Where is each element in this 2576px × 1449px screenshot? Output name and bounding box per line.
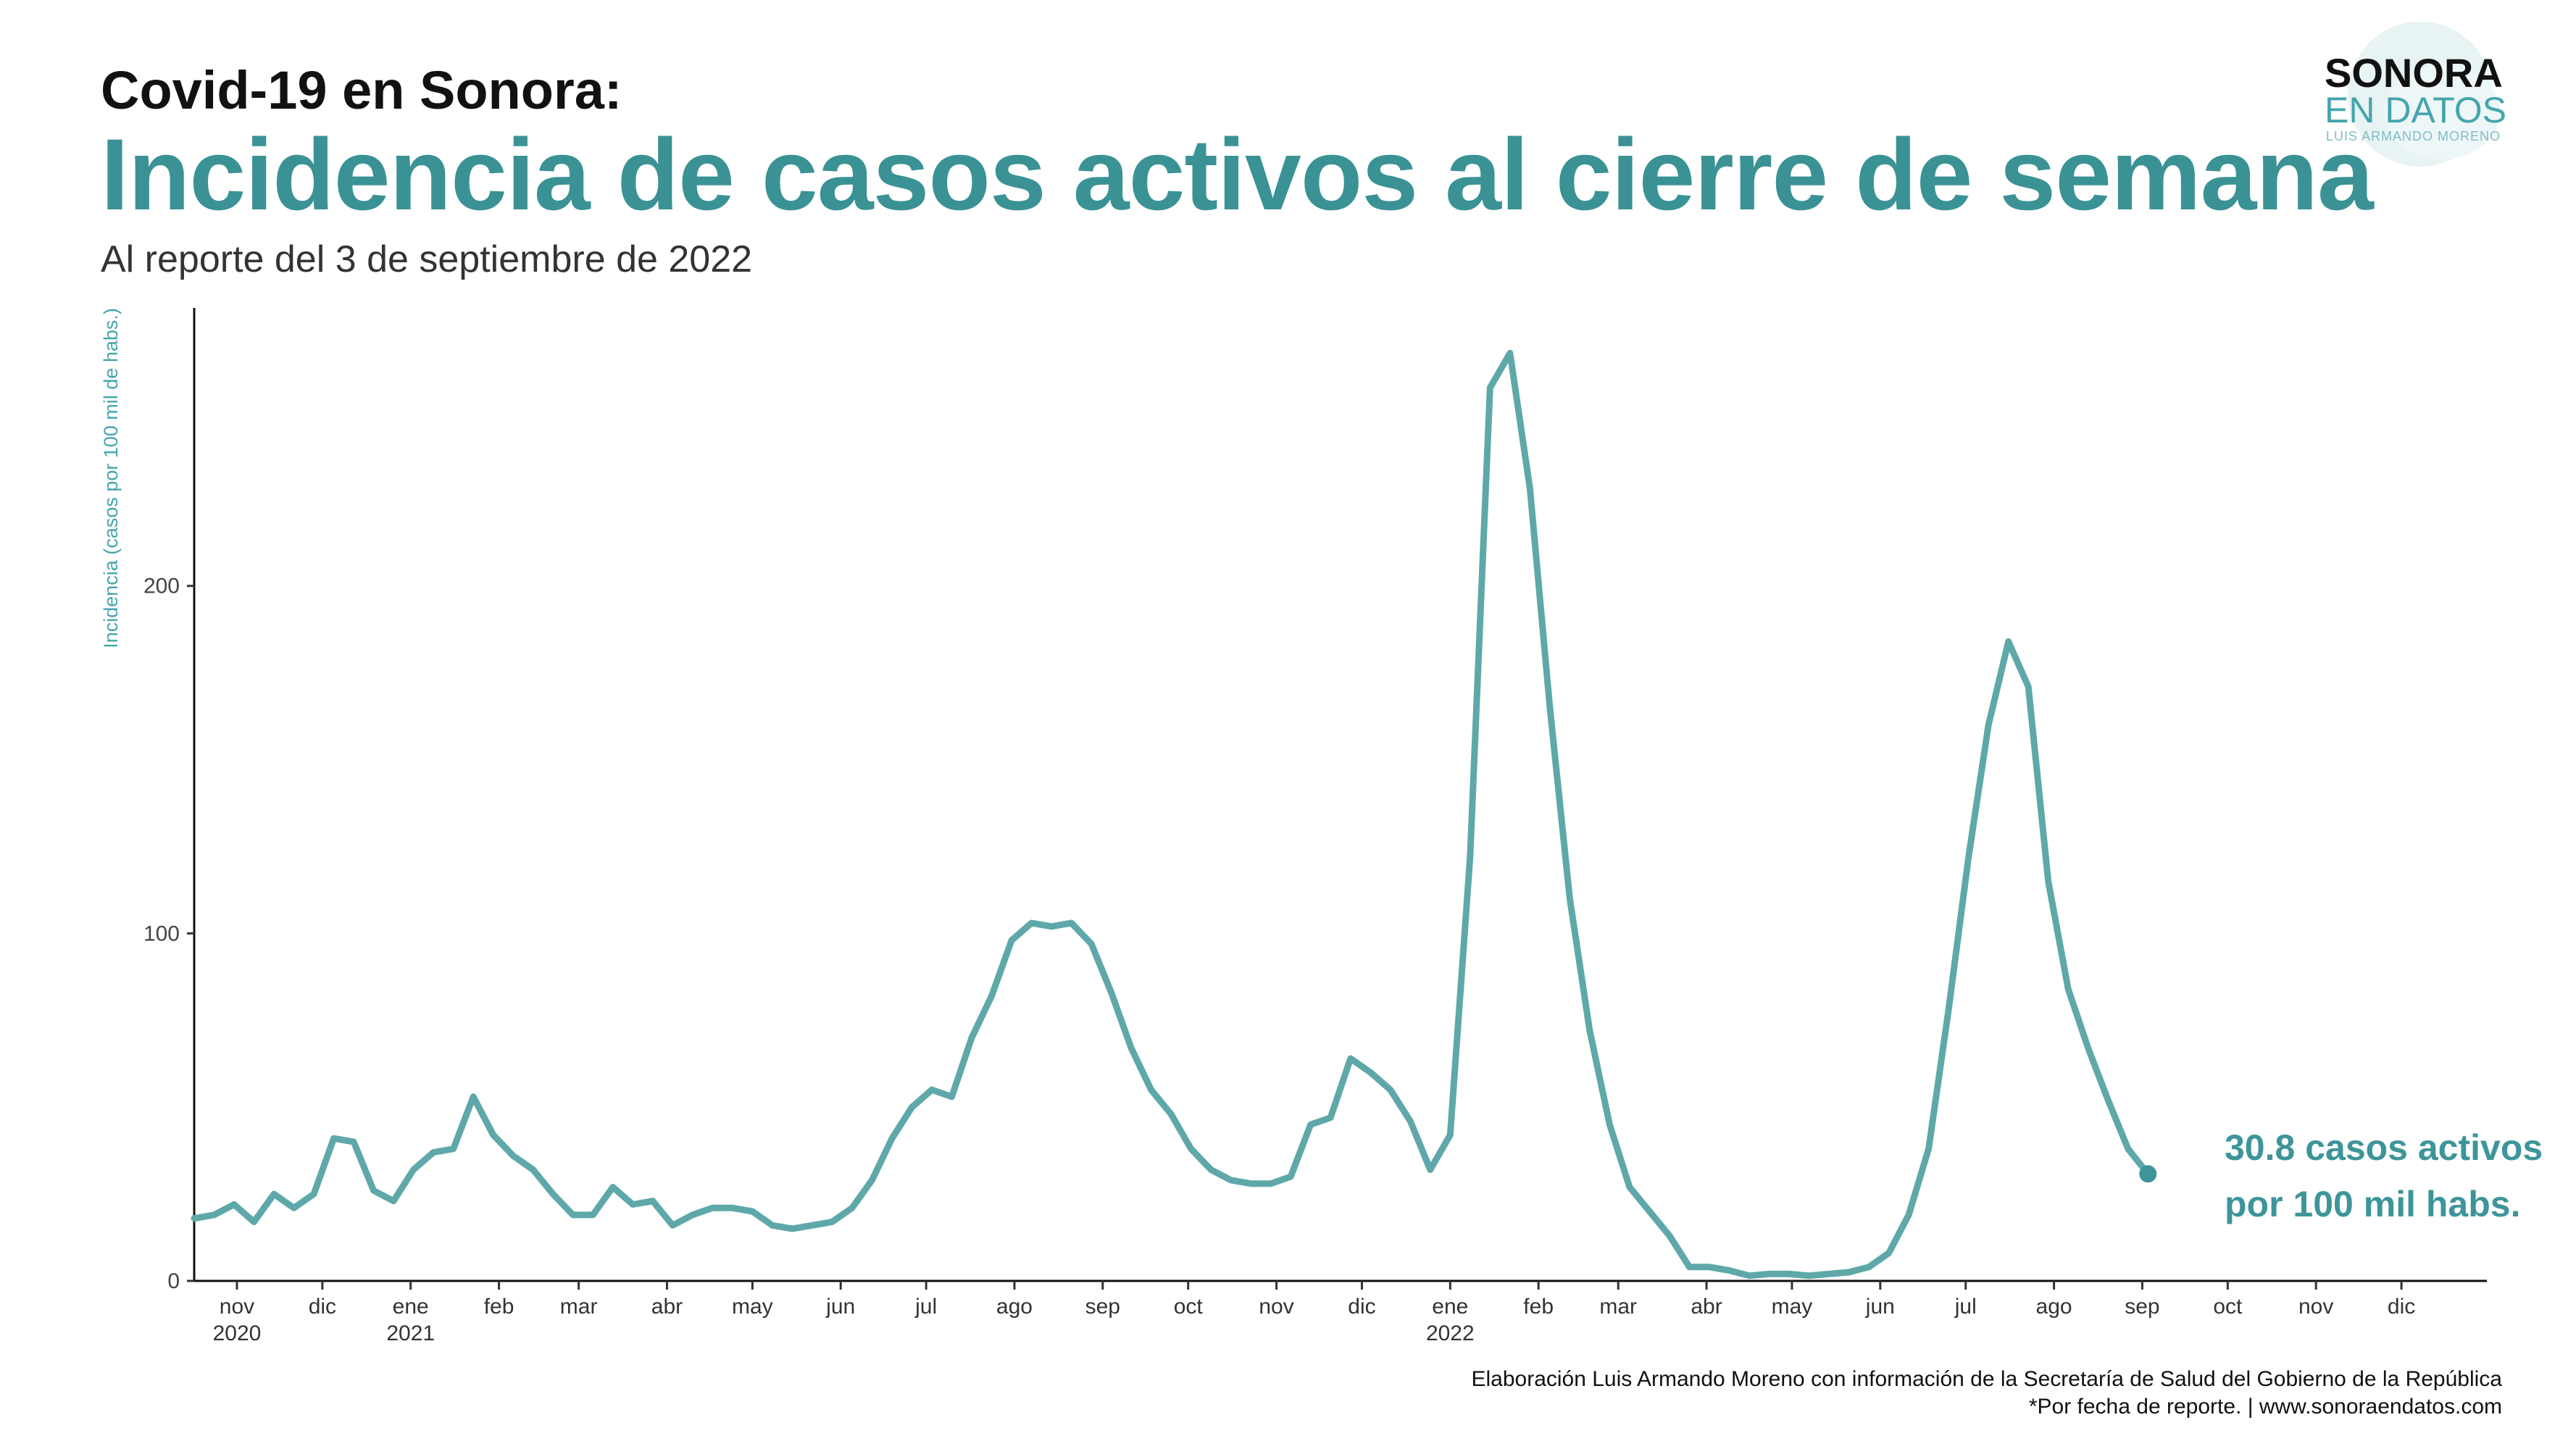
x-tick-label: nov xyxy=(1259,1295,1293,1319)
logo-text-en-datos: EN DATOS xyxy=(2325,90,2506,130)
x-tick-label: dic xyxy=(309,1295,336,1319)
logo-text-sonora: SONORA xyxy=(2325,50,2503,96)
chart-series xyxy=(191,349,2151,1279)
x-tick-label: mar xyxy=(1599,1295,1637,1319)
x-tick-label: ago xyxy=(2036,1295,2072,1319)
y-tick-label: 100 xyxy=(143,922,180,945)
x-tick-label: jul xyxy=(1954,1295,1977,1319)
x-tick-label: feb xyxy=(1523,1295,1554,1319)
x-tick-label: oct xyxy=(1174,1295,1204,1319)
x-tick-label: feb xyxy=(484,1295,514,1319)
y-tick-label: 0 xyxy=(167,1269,180,1293)
x-tick-label: ene xyxy=(1432,1295,1468,1319)
logo-text-author: LUIS ARMANDO MORENO xyxy=(2326,129,2501,143)
x-tick-label: sep xyxy=(2125,1295,2159,1319)
x-tick-label: abr xyxy=(651,1295,683,1319)
x-tick-label: nov xyxy=(220,1295,254,1319)
x-tick-label: mar xyxy=(560,1295,598,1319)
x-tick-year-label: 2022 xyxy=(1426,1321,1475,1345)
x-tick-label: may xyxy=(1772,1295,1813,1319)
x-tick-label: jun xyxy=(1865,1295,1895,1319)
x-tick-label: nov xyxy=(2298,1295,2333,1319)
x-tick-label: jun xyxy=(825,1295,855,1319)
last-value-point xyxy=(2139,1165,2157,1183)
chart-footer: Elaboración Luis Armando Moreno con info… xyxy=(1471,1366,2502,1421)
x-tick-label: ene xyxy=(393,1295,429,1319)
footer-source: Elaboración Luis Armando Moreno con info… xyxy=(1471,1367,2502,1391)
chart-title-line1: Covid-19 en Sonora: xyxy=(101,60,622,120)
y-axis-label: Incidencia (casos por 100 mil de habs.) xyxy=(100,308,122,648)
x-tick-label: dic xyxy=(1348,1295,1375,1319)
chart-title: Incidencia de casos activos al cierre de… xyxy=(101,117,2374,231)
footer-note: *Por fecha de reporte. | www.sonoraendat… xyxy=(2028,1395,2502,1419)
y-tick-label: 200 xyxy=(143,575,180,598)
x-tick-label: oct xyxy=(2213,1295,2243,1319)
x-tick-label: ago xyxy=(996,1295,1033,1319)
chart-annotation: 30.8 casos activos por 100 mil habs. xyxy=(2139,1127,2543,1224)
x-tick-label: jul xyxy=(914,1295,937,1319)
chart-axes xyxy=(193,308,2487,1282)
sonora-en-datos-logo: SONORA EN DATOS LUIS ARMANDO MORENO xyxy=(2297,14,2507,167)
x-tick-label: sep xyxy=(1085,1295,1120,1319)
x-tick-label: abr xyxy=(1691,1295,1722,1319)
annotation-line1: 30.8 casos activos xyxy=(2225,1127,2543,1168)
x-tick-label: dic xyxy=(2388,1295,2415,1319)
x-tick-label: may xyxy=(732,1295,773,1319)
logo-background-shape-2 xyxy=(2384,65,2500,159)
x-tick-year-label: 2021 xyxy=(386,1321,435,1345)
series-line-incidencia xyxy=(191,349,2151,1279)
annotation-line2: por 100 mil habs. xyxy=(2225,1184,2520,1224)
chart-subtitle: Al reporte del 3 de septiembre de 2022 xyxy=(101,238,753,280)
x-tick-year-label: 2020 xyxy=(213,1321,262,1345)
